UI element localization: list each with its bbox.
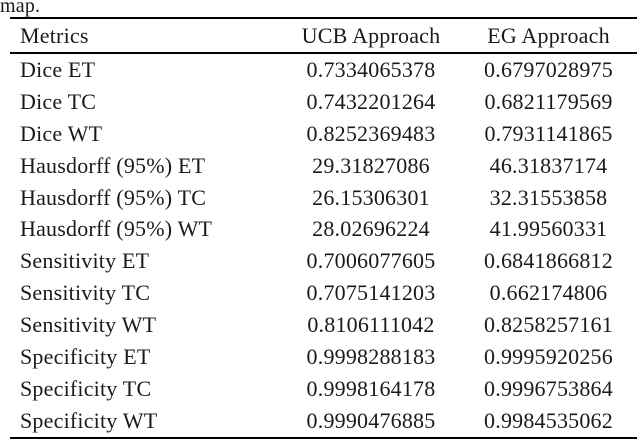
metric-name-cell: Hausdorff (95%) WT: [20, 216, 213, 242]
table-row: Sensitivity ET 0.7006077605 0.6841866812: [10, 245, 637, 277]
eg-value-cell: 0.6841866812: [484, 248, 613, 274]
column-header-ucb-approach: UCB Approach: [282, 18, 460, 54]
eg-value-cell: 0.7931141865: [484, 120, 613, 146]
metric-name-cell: Sensitivity WT: [20, 312, 157, 338]
table-row: Dice ET 0.7334065378 0.6797028975: [10, 53, 637, 86]
metric-name-cell: Specificity TC: [20, 375, 152, 401]
metric-name-cell: Hausdorff (95%) TC: [20, 184, 207, 210]
ucb-value-cell: 29.31827086: [312, 152, 430, 178]
eg-value-cell: 0.662174806: [489, 280, 608, 306]
caption-text-fragment: map.: [0, 0, 41, 17]
metric-name-cell: Sensitivity ET: [20, 248, 150, 274]
ucb-value-cell: 0.7075141203: [306, 280, 436, 306]
table-row: Dice WT 0.8252369483 0.7931141865: [10, 118, 637, 150]
table-row: Sensitivity TC 0.7075141203 0.662174806: [10, 277, 637, 309]
metric-name-cell: Specificity ET: [20, 343, 151, 369]
eg-value-cell: 0.9996753864: [484, 375, 613, 401]
metric-name-cell: Dice ET: [20, 56, 96, 82]
eg-value-cell: 32.31553858: [489, 184, 608, 210]
table-row: Hausdorff (95%) ET 29.31827086 46.318371…: [10, 150, 637, 182]
table-row: Hausdorff (95%) TC 26.15306301 32.315538…: [10, 182, 637, 214]
table-row: Specificity ET 0.9998288183 0.9995920256: [10, 341, 637, 373]
ucb-value-cell: 0.9998164178: [306, 375, 436, 401]
table-header-row: Metrics UCB Approach EG Approach: [10, 18, 637, 54]
metric-name-cell: Dice WT: [20, 120, 103, 146]
table-row: Dice TC 0.7432201264 0.6821179569: [10, 86, 637, 118]
table-row: Specificity WT 0.9990476885 0.9984535062: [10, 405, 637, 438]
column-header-metrics: Metrics: [10, 18, 282, 54]
ucb-value-cell: 0.8252369483: [306, 120, 436, 146]
ucb-value-cell: 0.7334065378: [306, 56, 436, 82]
metric-name-cell: Dice TC: [20, 88, 97, 114]
column-header-eg-approach: EG Approach: [460, 18, 637, 54]
metrics-comparison-table: Metrics UCB Approach EG Approach Dice ET…: [10, 17, 637, 439]
ucb-value-cell: 0.7432201264: [306, 88, 436, 114]
eg-value-cell: 0.6821179569: [484, 88, 613, 114]
table-row: Hausdorff (95%) WT 28.02696224 41.995603…: [10, 213, 637, 245]
metric-name-cell: Hausdorff (95%) ET: [20, 152, 206, 178]
eg-value-cell: 0.8258257161: [484, 312, 613, 338]
eg-value-cell: 41.99560331: [489, 216, 608, 242]
eg-value-cell: 0.9984535062: [484, 407, 613, 433]
metric-name-cell: Specificity WT: [20, 407, 158, 433]
ucb-value-cell: 0.9990476885: [306, 407, 436, 433]
metric-name-cell: Sensitivity TC: [20, 280, 151, 306]
ucb-value-cell: 26.15306301: [312, 184, 430, 210]
eg-value-cell: 0.6797028975: [484, 56, 613, 82]
table-row: Specificity TC 0.9998164178 0.9996753864: [10, 373, 637, 405]
eg-value-cell: 46.31837174: [489, 152, 608, 178]
eg-value-cell: 0.9995920256: [484, 343, 613, 369]
ucb-value-cell: 0.9998288183: [306, 343, 436, 369]
ucb-value-cell: 28.02696224: [312, 216, 430, 242]
ucb-value-cell: 0.7006077605: [306, 248, 436, 274]
table-row: Sensitivity WT 0.8106111042 0.8258257161: [10, 309, 637, 341]
ucb-value-cell: 0.8106111042: [307, 312, 435, 338]
